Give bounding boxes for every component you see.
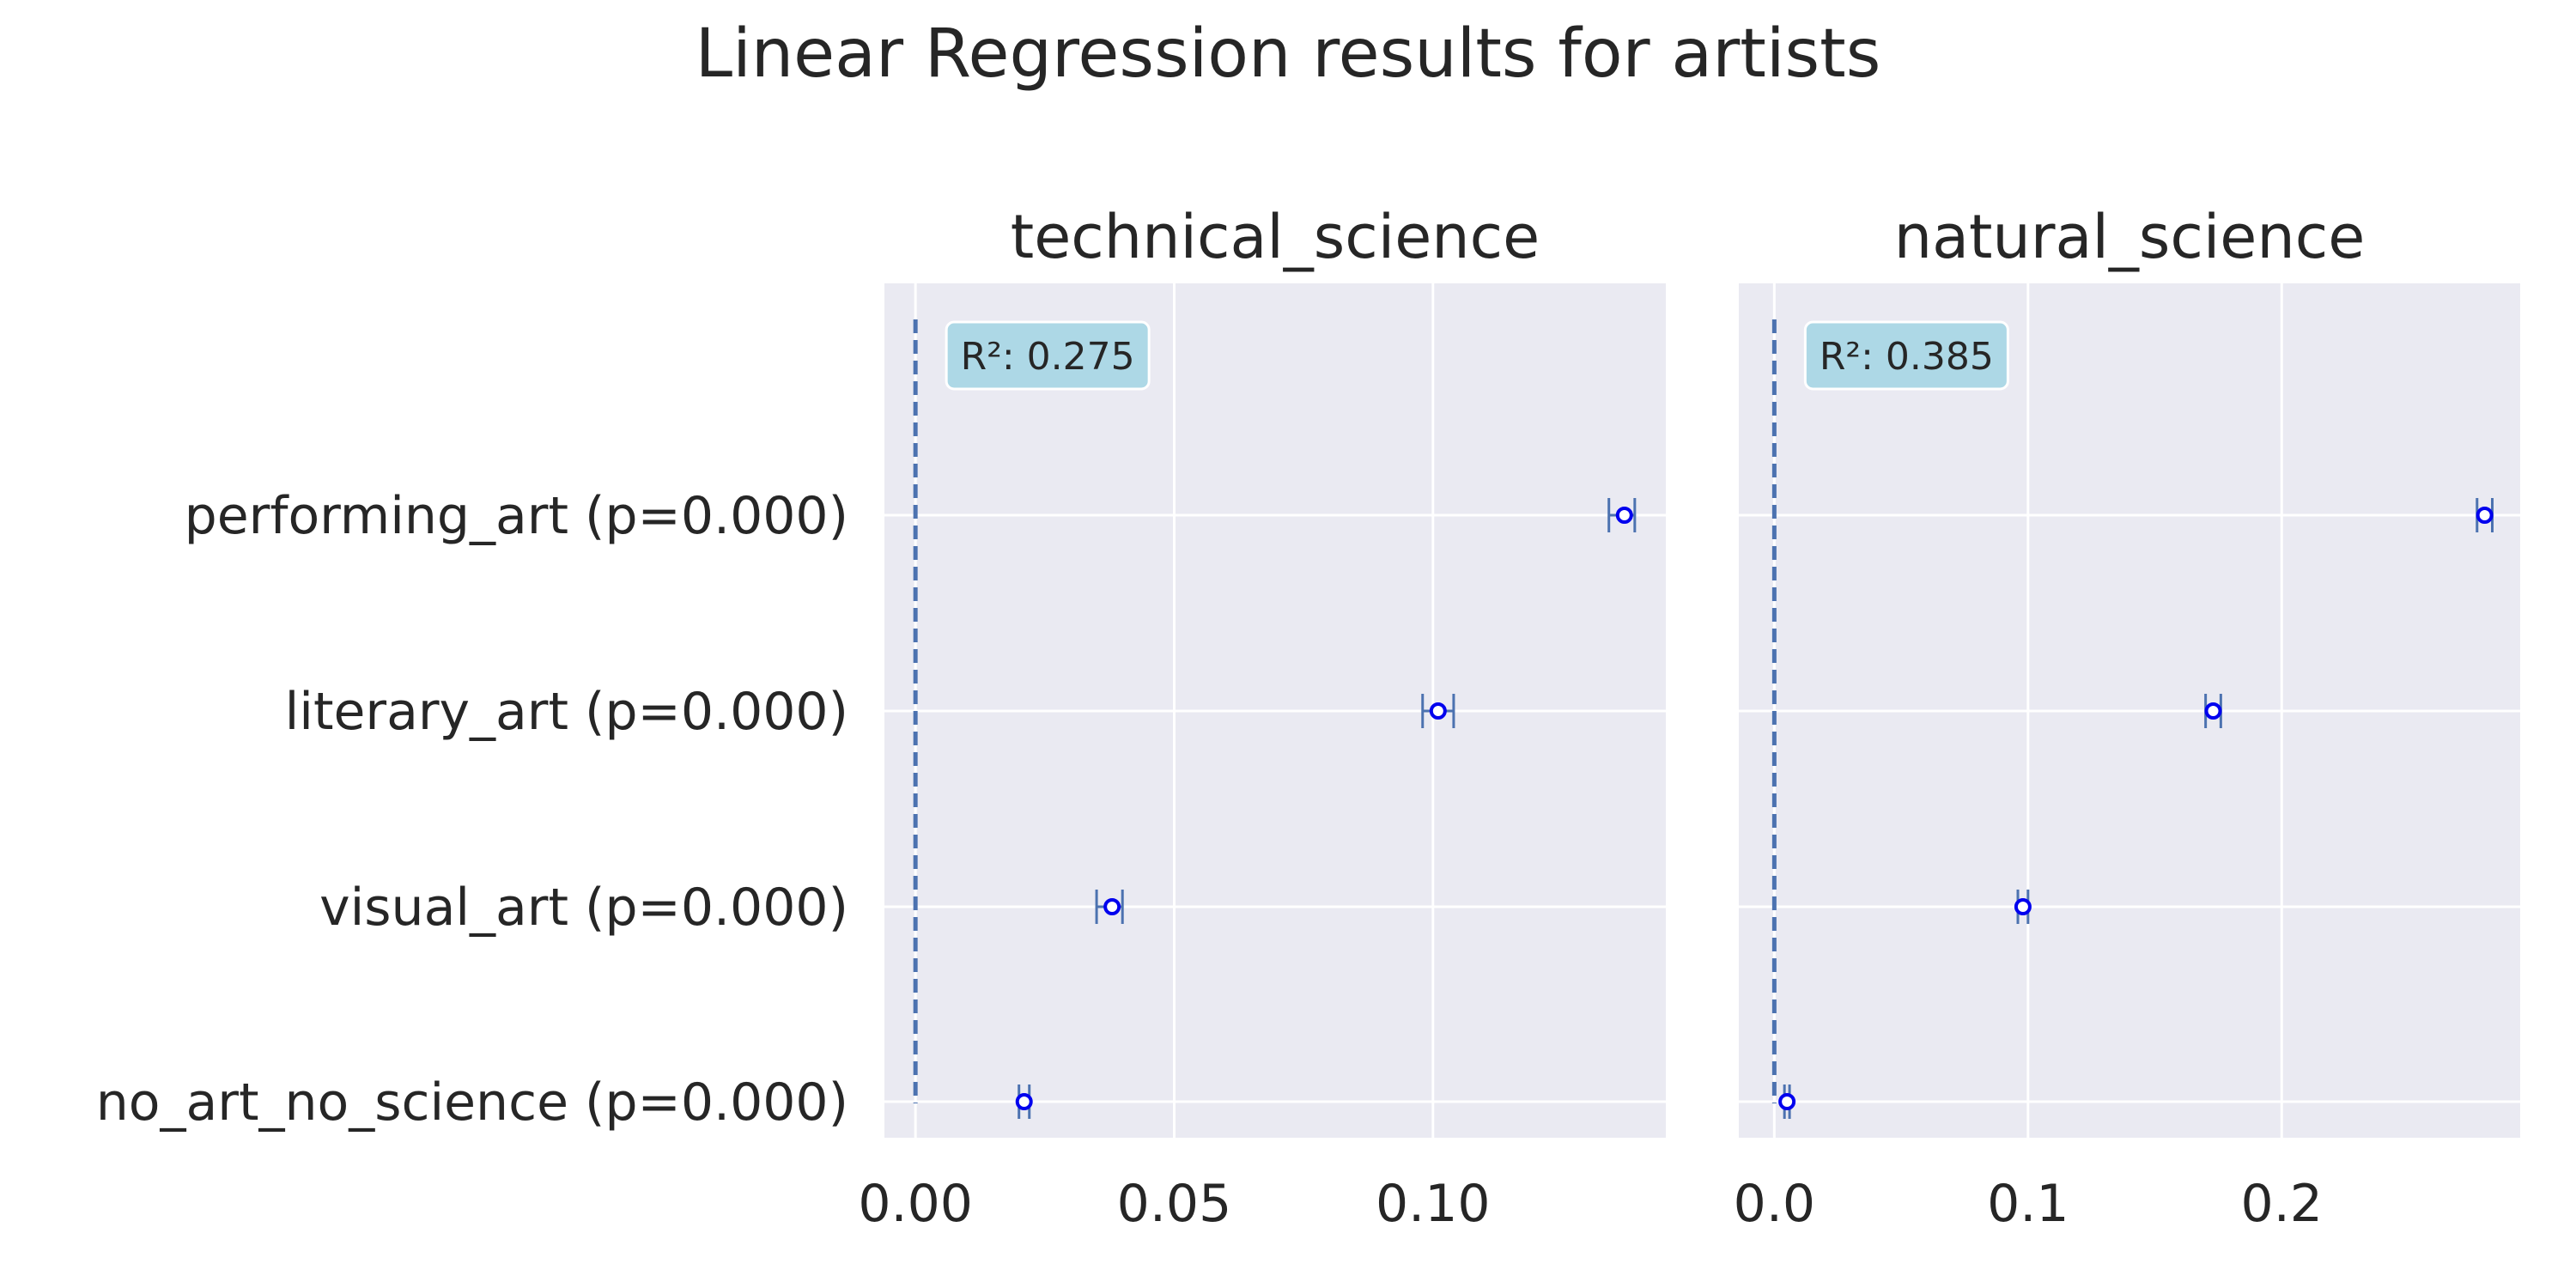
figure-title: Linear Regression results for artists: [695, 15, 1881, 93]
natural-r2-label: R²: 0.385: [1820, 335, 1994, 379]
ytick-label-3: no_art_no_science (p=0.000): [96, 1072, 848, 1133]
technical-panel-title: technical_science: [1011, 202, 1540, 272]
natural-xtick-label-1: 0.1: [1987, 1174, 2069, 1234]
natural-xtick-label-2: 0.2: [2241, 1174, 2323, 1234]
technical-xtick-label-1: 0.05: [1117, 1174, 1232, 1234]
technical-point-3: [1015, 1093, 1033, 1110]
technical-xtick-label-0: 0.00: [858, 1174, 973, 1234]
technical-point-2: [1103, 898, 1121, 915]
natural-point-3: [1778, 1093, 1796, 1110]
ytick-label-1: literary_art (p=0.000): [285, 682, 848, 742]
technical-point-0: [1615, 507, 1633, 524]
ytick-label-0: performing_art (p=0.000): [185, 486, 848, 546]
technical-r2-label: R²: 0.275: [961, 335, 1135, 379]
natural-point-1: [2204, 702, 2222, 720]
technical-r2-box: [945, 320, 1151, 391]
natural-point-2: [2014, 898, 2032, 915]
natural-panel-title: natural_science: [1894, 202, 2366, 272]
natural-point-0: [2476, 507, 2494, 524]
natural-xtick-label-0: 0.0: [1734, 1174, 1815, 1234]
natural-r2-box: [1803, 320, 2009, 391]
technical-xtick-label-2: 0.10: [1376, 1174, 1491, 1234]
technical-point-1: [1429, 702, 1447, 720]
ytick-label-2: visual_art (p=0.000): [319, 878, 848, 938]
